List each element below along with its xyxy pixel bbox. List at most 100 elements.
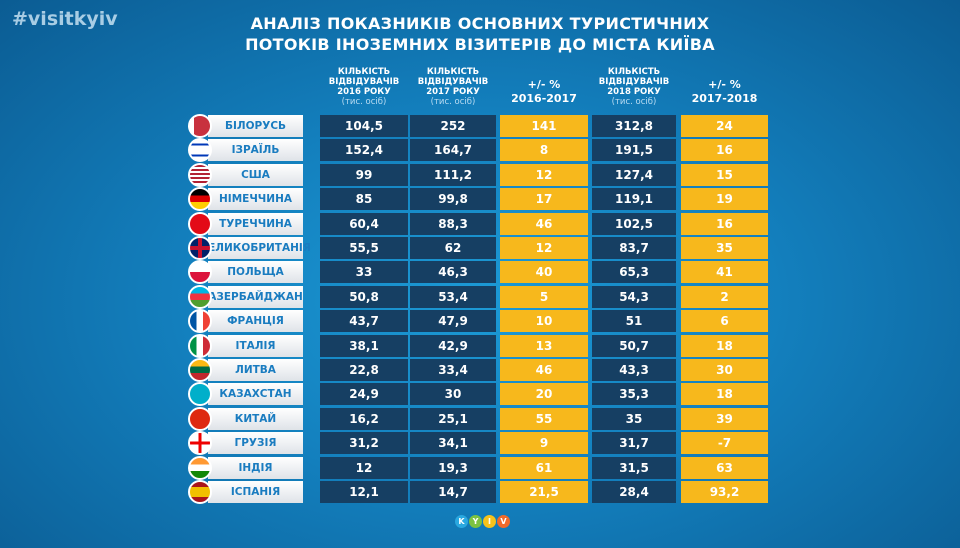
uk-flag-icon xyxy=(188,236,212,260)
cell-visitors-2018: 83,7 xyxy=(592,237,676,259)
cell-change-2017-2018: 16 xyxy=(681,212,768,235)
cell-visitors-2016: 12,1 xyxy=(320,481,408,503)
table-row: ВЕЛИКОБРИТАНІЯ 55,5 62 12 83,7 35 xyxy=(188,236,770,260)
header-label: 2016-2017 xyxy=(511,92,577,105)
table-row: ПОЛЬЩА 33 46,3 40 65,3 41 xyxy=(188,260,770,285)
cell-change-2017-2018: 15 xyxy=(681,163,768,186)
cell-change-2017-2018: 93,2 xyxy=(681,481,768,503)
cell-change-2016-2017: 46 xyxy=(500,359,588,381)
cell-visitors-2017: 252 xyxy=(410,115,496,137)
cell-visitors-2017: 34,1 xyxy=(410,432,496,455)
usa-flag-icon xyxy=(188,162,212,187)
cell-visitors-2017: 47,9 xyxy=(410,310,496,333)
header-label: +/- % xyxy=(527,78,561,91)
logo-letter: V xyxy=(497,515,510,528)
cell-change-2017-2018: 24 xyxy=(681,115,768,137)
cell-change-2017-2018: -7 xyxy=(681,432,768,455)
india-flag-icon xyxy=(188,455,212,480)
table-row: ІНДІЯ 12 19,3 61 31,5 63 xyxy=(188,455,770,480)
header-label: 2016 РОКУ xyxy=(337,87,391,97)
kazakhstan-flag-icon xyxy=(188,382,212,407)
cell-visitors-2016: 104,5 xyxy=(320,115,408,137)
table-row: АЗЕРБАЙДЖАН 50,8 53,4 5 54,3 2 xyxy=(188,284,770,309)
poland-flag-icon xyxy=(188,260,212,285)
israel-flag-icon xyxy=(188,138,212,163)
cell-visitors-2016: 33 xyxy=(320,261,408,284)
cell-visitors-2017: 53,4 xyxy=(410,285,496,308)
cell-visitors-2017: 46,3 xyxy=(410,261,496,284)
cell-change-2016-2017: 8 xyxy=(500,139,588,162)
cell-visitors-2016: 22,8 xyxy=(320,359,408,381)
logo-letter: I xyxy=(483,515,496,528)
spain-flag-icon xyxy=(188,480,212,504)
table-row: ІСПАНІЯ 12,1 14,7 21,5 28,4 93,2 xyxy=(188,480,770,504)
header-label: КІЛЬКІСТЬ xyxy=(337,67,391,77)
header-unit: (тис. осіб) xyxy=(341,97,387,107)
cell-visitors-2018: 51 xyxy=(592,310,676,333)
cell-visitors-2016: 55,5 xyxy=(320,237,408,259)
header-label: 2017-2018 xyxy=(691,92,758,105)
cell-visitors-2016: 50,8 xyxy=(320,285,408,308)
germany-flag-icon xyxy=(188,187,212,212)
country-name: КАЗАХСТАН xyxy=(208,383,303,406)
cell-change-2016-2017: 12 xyxy=(500,237,588,259)
country-name: ГРУЗІЯ xyxy=(208,432,303,455)
cell-visitors-2016: 60,4 xyxy=(320,212,408,235)
table-row: ІТАЛІЯ 38,1 42,9 13 50,7 18 xyxy=(188,333,770,358)
cell-visitors-2017: 42,9 xyxy=(410,334,496,357)
cell-visitors-2017: 111,2 xyxy=(410,163,496,186)
cell-visitors-2018: 31,7 xyxy=(592,432,676,455)
table-row: ЛИТВА 22,8 33,4 46 43,3 30 xyxy=(188,358,770,382)
page-title: АНАЛІЗ ПОКАЗНИКІВ ОСНОВНИХ ТУРИСТИЧНИХ П… xyxy=(0,13,960,55)
cell-change-2017-2018: 30 xyxy=(681,359,768,381)
cell-visitors-2016: 152,4 xyxy=(320,139,408,162)
cell-visitors-2018: 35 xyxy=(592,407,676,430)
cell-change-2016-2017: 21,5 xyxy=(500,481,588,503)
title-line-1: АНАЛІЗ ПОКАЗНИКІВ ОСНОВНИХ ТУРИСТИЧНИХ xyxy=(250,14,710,33)
cell-visitors-2018: 102,5 xyxy=(592,212,676,235)
cell-visitors-2016: 12 xyxy=(320,456,408,479)
country-name: ІНДІЯ xyxy=(208,456,303,479)
cell-change-2017-2018: 41 xyxy=(681,261,768,284)
cell-change-2016-2017: 46 xyxy=(500,212,588,235)
cell-change-2016-2017: 55 xyxy=(500,407,588,430)
cell-change-2017-2018: 35 xyxy=(681,237,768,259)
cell-visitors-2017: 88,3 xyxy=(410,212,496,235)
cell-change-2016-2017: 141 xyxy=(500,115,588,137)
cell-change-2016-2017: 10 xyxy=(500,310,588,333)
table-row: ІЗРАЇЛЬ 152,4 164,7 8 191,5 16 xyxy=(188,138,770,163)
cell-visitors-2018: 54,3 xyxy=(592,285,676,308)
cell-visitors-2018: 312,8 xyxy=(592,115,676,137)
header-label: ВІДВІДУВАЧІВ xyxy=(598,77,670,87)
header-2016: КІЛЬКІСТЬ ВІДВІДУВАЧІВ 2016 РОКУ (тис. осіб… xyxy=(320,67,408,107)
cell-visitors-2016: 99 xyxy=(320,163,408,186)
header-label: ВІДВІДУВАЧІВ xyxy=(417,77,489,87)
logo-letter: K xyxy=(455,515,468,528)
cell-change-2016-2017: 20 xyxy=(500,383,588,406)
cell-visitors-2017: 164,7 xyxy=(410,139,496,162)
cell-visitors-2018: 28,4 xyxy=(592,481,676,503)
country-name: ТУРЕЧЧИНА xyxy=(208,212,303,235)
header-label: КІЛЬКІСТЬ xyxy=(426,67,480,77)
country-name: БІЛОРУСЬ xyxy=(208,115,303,137)
cell-visitors-2017: 30 xyxy=(410,383,496,406)
china-flag-icon xyxy=(188,406,212,431)
header-label: 2018 РОКУ xyxy=(607,87,661,97)
cell-visitors-2017: 33,4 xyxy=(410,359,496,381)
cell-visitors-2016: 16,2 xyxy=(320,407,408,430)
cell-visitors-2017: 14,7 xyxy=(410,481,496,503)
header-label: КІЛЬКІСТЬ xyxy=(607,67,661,77)
georgia-flag-icon xyxy=(188,431,212,456)
cell-change-2017-2018: 63 xyxy=(681,456,768,479)
table-row: КИТАЙ 16,2 25,1 55 35 39 xyxy=(188,406,770,431)
cell-visitors-2016: 24,9 xyxy=(320,383,408,406)
country-name: ІСПАНІЯ xyxy=(208,481,303,503)
cell-visitors-2018: 127,4 xyxy=(592,163,676,186)
belarus-flag-icon xyxy=(188,114,212,138)
header-2018: КІЛЬКІСТЬ ВІДВІДУВАЧІВ 2018 РОКУ (тис. осіб… xyxy=(592,67,676,107)
italy-flag-icon xyxy=(188,333,212,358)
cell-change-2017-2018: 18 xyxy=(681,334,768,357)
table-row: БІЛОРУСЬ 104,5 252 141 312,8 24 xyxy=(188,114,770,138)
country-name: АЗЕРБАЙДЖАН xyxy=(208,285,303,308)
